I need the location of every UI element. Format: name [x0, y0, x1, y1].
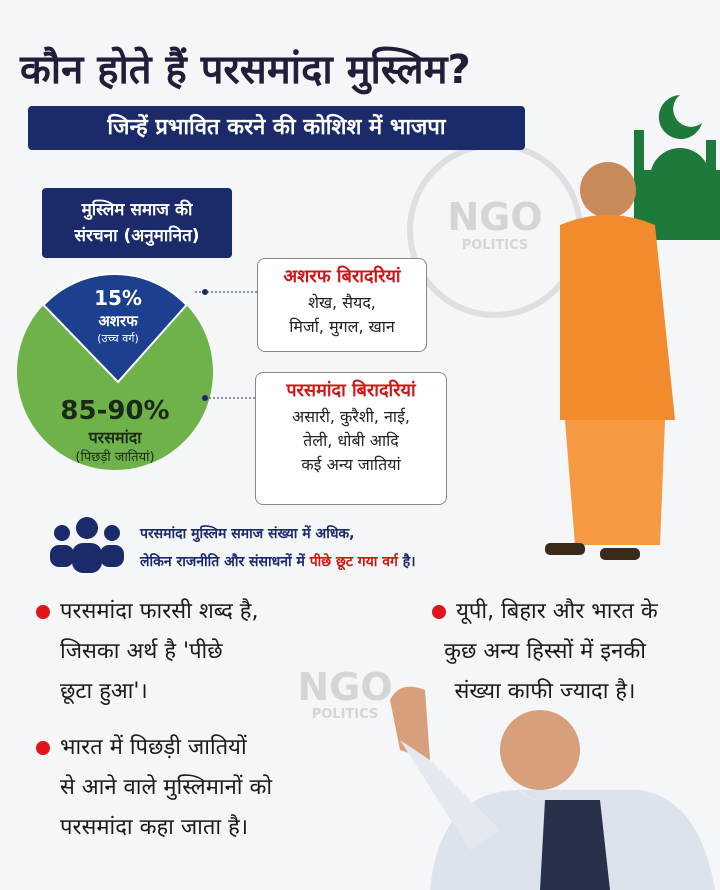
connector-dot	[202, 395, 208, 401]
bullet-dot	[36, 605, 50, 619]
bullet-line: छूटा हुआ'।	[60, 679, 148, 704]
people-icon	[50, 517, 124, 573]
bullet-line: जिसका अर्थ है 'पीछे	[60, 639, 223, 664]
segment-value: 15%	[94, 286, 142, 310]
figure-bottom	[390, 686, 715, 890]
bullet-line: संख्या काफी ज्यादा है।	[454, 679, 636, 704]
group-line: तेली, धोबी आदि	[303, 431, 399, 450]
pie-minor	[42, 273, 188, 384]
bullet-line: यूपी, बिहार और भारत के	[456, 599, 658, 624]
segment-label: परसमांदा	[88, 428, 142, 447]
group-title: परसमांदा बिरादरियां	[286, 380, 416, 401]
connector-dot	[202, 289, 208, 295]
title-line: संरचना (अनुमानित)	[74, 226, 200, 246]
group-line: कई अन्य जातियां	[301, 455, 401, 474]
segment-note: (उच्च वर्ग)	[97, 332, 139, 345]
note-line: परसमांदा मुस्लिम समाज संख्या में अधिक,	[140, 526, 355, 542]
group-line: असारी, कुरैशी, नाई,	[291, 407, 411, 426]
watermark-tagline: POLITICS	[461, 238, 529, 253]
bullet: भारत में पिछड़ी जातियों से आने वाले मुस्…	[36, 728, 376, 848]
figure-right	[545, 162, 675, 560]
bullet-line: भारत में पिछड़ी जातियों	[60, 735, 247, 760]
title: कौन होते हैं परसमांदा मुस्लिम?	[20, 47, 471, 93]
note-text: है।	[402, 554, 416, 570]
note-text: लेकिन राजनीति और संसाधनों में	[140, 554, 305, 570]
watermark-tagline: POLITICS	[311, 707, 379, 722]
bullet: यूपी, बिहार और भारत के कुछ अन्य हिस्सों …	[390, 592, 700, 712]
bullet-line: कुछ अन्य हिस्सों में इनकी	[444, 639, 646, 664]
watermark: NGO	[297, 665, 393, 709]
bullet-line: से आने वाले मुस्लिमानों को	[60, 775, 273, 800]
bullet-line: परसमांदा फारसी शब्द है,	[60, 599, 259, 624]
group-box: अशरफ बिरादरियां शेख, सैयद, मिर्जा, मुगल,…	[257, 258, 427, 352]
segment-value: 85-90%	[60, 396, 170, 426]
segment-major: 85-90% परसमांदा (पिछड़ी जातियां)	[35, 395, 195, 467]
bullet-dot	[36, 741, 50, 755]
composition-title: मुस्लिम समाज की संरचना (अनुमानित)	[42, 188, 232, 258]
group-line: मिर्जा, मुगल, खान	[289, 317, 395, 336]
moon	[658, 95, 702, 139]
note-highlight: पीछे छूट गया वर्ग	[309, 554, 398, 570]
bullet-dot	[432, 605, 447, 619]
segment-label: अशरफ	[98, 312, 138, 330]
note: परसमांदा मुस्लिम समाज संख्या में अधिक, ल…	[140, 520, 700, 576]
watermark: NGO	[447, 195, 543, 239]
segment-minor: 15% अशरफ (उच्च वर्ग)	[58, 285, 178, 347]
bullet-line: परसमांदा कहा जाता है।	[60, 815, 249, 840]
group-line: शेख, सैयद,	[308, 293, 376, 312]
group-title: अशरफ बिरादरियां	[283, 266, 401, 287]
bullet: परसमांदा फारसी शब्द है, जिसका अर्थ है 'प…	[36, 592, 366, 712]
subtitle: जिन्हें प्रभावित करने की कोशिश में भाजपा	[28, 106, 525, 150]
note-line: लेकिन राजनीति और संसाधनों में पीछे छूट ग…	[140, 548, 700, 576]
segment-note: (पिछड़ी जातियां)	[75, 450, 155, 465]
group-box: परसमांदा बिरादरियां असारी, कुरैशी, नाई, …	[255, 372, 447, 505]
title-line: मुस्लिम समाज की	[81, 200, 193, 220]
